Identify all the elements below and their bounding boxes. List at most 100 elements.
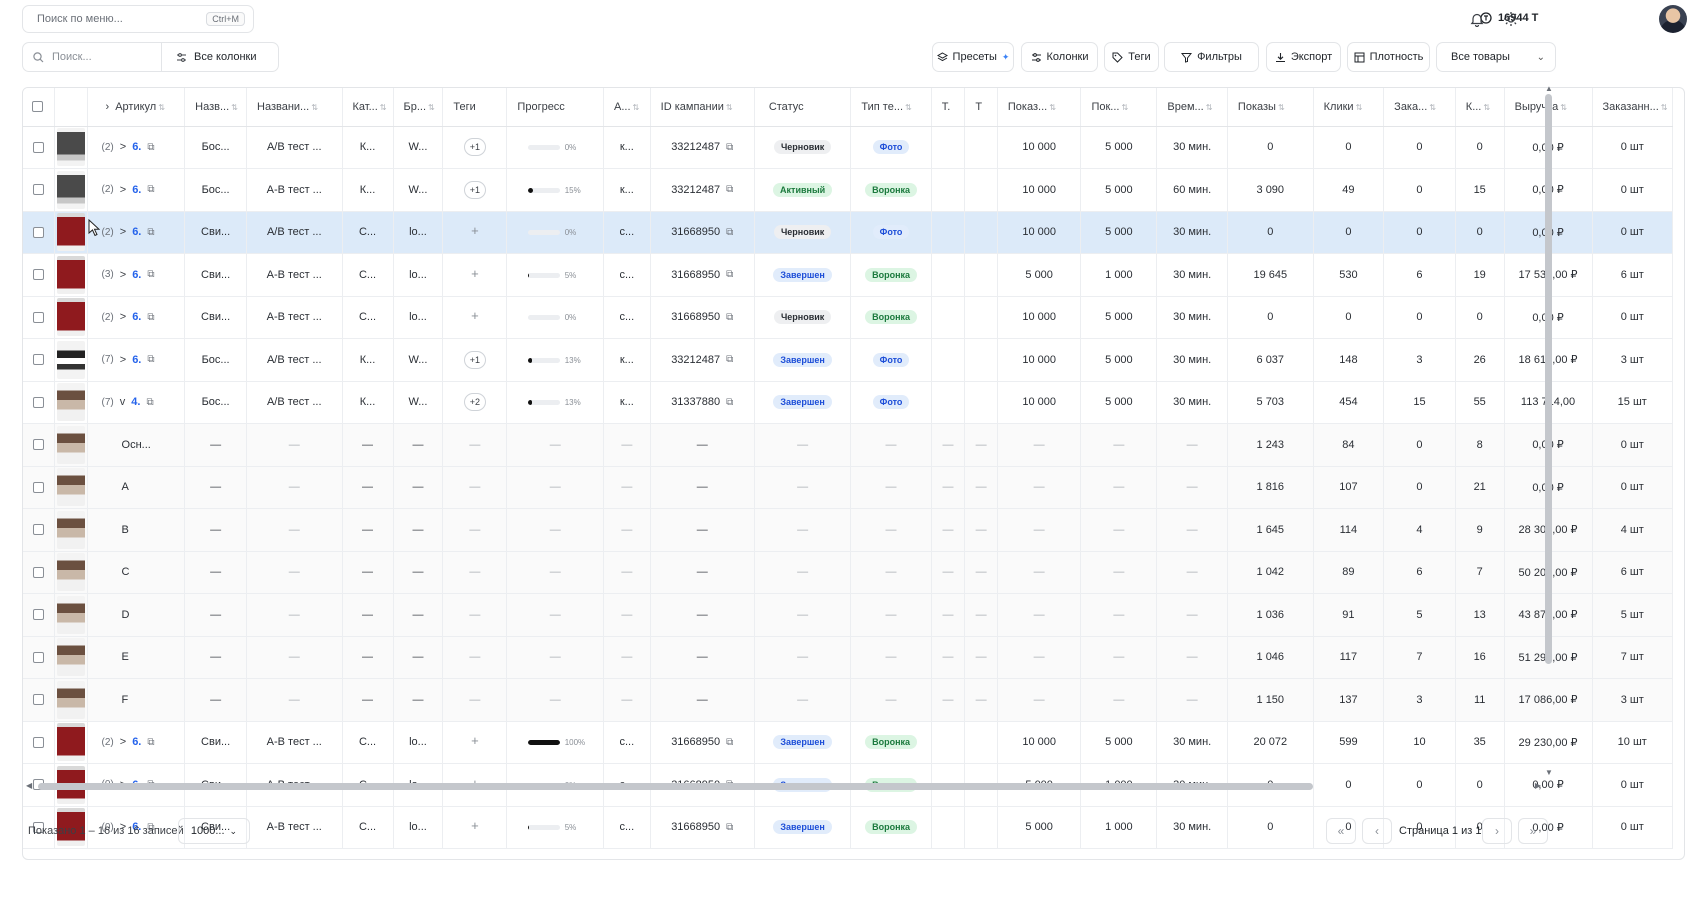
table-row[interactable]: (0) >6. ⧉ Сви... A-B тест ... С... lo... +5% с..… [23, 806, 1673, 849]
header-col-16[interactable]: Показы ⇅ [1227, 88, 1314, 127]
thumbnail-cell[interactable] [54, 508, 88, 552]
thumbnail-cell[interactable] [54, 338, 88, 382]
sort-icon[interactable]: ⇅ [905, 102, 912, 112]
copy-icon[interactable]: ⧉ [726, 311, 734, 323]
row-checkbox[interactable] [32, 609, 44, 621]
sort-icon[interactable]: ⇅ [1277, 102, 1285, 112]
thumbnail-cell[interactable] [54, 678, 88, 722]
product-thumbnail[interactable] [56, 638, 85, 677]
thumbnail-cell[interactable] [54, 636, 88, 679]
thumbnail-cell[interactable] [54, 806, 88, 849]
header-article[interactable]: › Артикул ⇅ [87, 88, 186, 127]
scroll-left-icon[interactable]: ◀ [26, 781, 33, 790]
copy-icon[interactable]: ⧉ [147, 184, 155, 196]
copy-icon[interactable]: ⧉ [147, 226, 155, 238]
product-thumbnail[interactable] [56, 510, 85, 549]
row-checkbox-cell[interactable] [23, 508, 55, 552]
table-row[interactable]: (2) >6. ⧉ Сви... A/B тест ... С... lo... +0% с..… [23, 211, 1673, 254]
all-columns-select[interactable]: Все колонки [161, 42, 279, 72]
row-checkbox-cell[interactable] [23, 381, 55, 424]
row-checkbox-cell[interactable] [23, 593, 55, 637]
sort-icon[interactable]: ⇅ [1355, 102, 1363, 112]
tags-cell[interactable]: + [442, 211, 508, 254]
thumbnail-cell[interactable] [54, 381, 88, 424]
article-link[interactable]: 6. [132, 311, 142, 324]
sort-icon[interactable]: ⇅ [231, 102, 238, 112]
expand-chevron-icon[interactable]: v [119, 396, 126, 409]
copy-icon[interactable]: ⧉ [726, 354, 734, 366]
tags-cell[interactable]: + [442, 721, 508, 764]
copy-icon[interactable]: ⧉ [726, 269, 734, 281]
chevron-right-icon[interactable]: › [105, 100, 110, 113]
article-cell[interactable]: (7) v 4. ⧉ [87, 381, 186, 424]
product-thumbnail[interactable] [56, 128, 85, 167]
thumbnail-cell[interactable] [54, 551, 88, 594]
header-col-5[interactable]: Теги [442, 88, 508, 127]
header-col-17[interactable]: Клики ⇅ [1313, 88, 1385, 127]
sort-icon[interactable]: ⇅ [379, 102, 387, 112]
thumbnail-cell[interactable] [54, 253, 88, 297]
tag-pill[interactable]: + [471, 308, 479, 324]
products-select[interactable]: Все товары ⌄ [1436, 42, 1556, 72]
sort-icon[interactable]: ⇅ [428, 102, 435, 112]
tag-pill[interactable]: + [471, 223, 479, 239]
article-link[interactable]: 4. [131, 396, 141, 409]
table-row-variant[interactable]: A — — — — — — — — — — — — — — —1 816 107 0 21 0,00 ₽0 шт [23, 466, 1673, 509]
sun-icon[interactable] [1501, 9, 1521, 29]
article-cell[interactable]: (3) >6. ⧉ [87, 253, 186, 297]
header-col-8[interactable]: ID кампании ⇅ [650, 88, 755, 127]
tags-cell[interactable]: +2 [442, 381, 508, 424]
select-all-checkbox[interactable] [32, 101, 43, 113]
header-col-3[interactable]: Кат... ⇅ [342, 88, 394, 127]
tags-cell[interactable]: +1 [442, 168, 508, 212]
header-col-10[interactable]: Тип те... ⇅ [850, 88, 932, 127]
tag-pill[interactable]: + [471, 733, 479, 749]
row-checkbox[interactable] [32, 524, 44, 536]
product-thumbnail[interactable] [56, 468, 85, 507]
header-col-12[interactable]: Т [964, 88, 998, 127]
table-row[interactable]: (2) >6. ⧉ Бос... A/B тест ... К... W... +1 0% к..… [23, 126, 1673, 169]
density-button[interactable]: Плотность [1347, 42, 1430, 72]
product-thumbnail[interactable] [56, 170, 85, 209]
header-col-19[interactable]: К... ⇅ [1455, 88, 1505, 127]
table-row[interactable]: (2) >6. ⧉ Сви... A-B тест ... С... lo... +0% с..… [23, 296, 1673, 339]
row-checkbox[interactable] [32, 439, 44, 451]
row-checkbox-cell[interactable] [23, 721, 55, 764]
sort-icon[interactable]: ⇅ [311, 102, 318, 112]
header-col-15[interactable]: Врем... ⇅ [1156, 88, 1228, 127]
scroll-down-icon[interactable]: ▼ [1545, 768, 1553, 777]
header-col-2[interactable]: Названи... ⇅ [246, 88, 343, 127]
thumbnail-cell[interactable] [54, 211, 88, 254]
tags-cell[interactable]: + [442, 253, 508, 297]
tag-pill[interactable]: +1 [463, 180, 486, 199]
copy-icon[interactable]: ⧉ [147, 269, 155, 281]
article-link[interactable]: 6. [132, 268, 142, 281]
tags-cell[interactable]: +1 [442, 338, 508, 382]
tags-cell[interactable]: +1 [442, 126, 508, 169]
expand-chevron-icon[interactable]: > [119, 821, 127, 834]
header-col-11[interactable]: Т. [931, 88, 966, 127]
article-link[interactable]: 6. [132, 821, 142, 834]
row-checkbox[interactable] [32, 226, 44, 238]
tag-pill[interactable]: + [471, 818, 479, 834]
product-thumbnail[interactable] [56, 298, 85, 337]
presets-button[interactable]: Пресеты ✦ [932, 42, 1014, 72]
thumbnail-cell[interactable] [54, 593, 88, 637]
table-row-variant[interactable]: Осн... — — — — — — — — — — — — — — —1 243 84 0 8 0,00 ₽0 шт [23, 423, 1673, 467]
header-col-14[interactable]: Пок... ⇅ [1080, 88, 1158, 127]
tag-pill[interactable]: +2 [463, 393, 486, 412]
sort-icon[interactable]: ⇅ [632, 102, 640, 112]
expand-chevron-icon[interactable]: > [119, 353, 127, 366]
sort-icon[interactable]: ⇅ [1660, 102, 1668, 112]
filters-button[interactable]: Фильтры [1164, 42, 1259, 72]
expand-chevron-icon[interactable]: > [119, 311, 127, 324]
product-thumbnail[interactable] [56, 255, 85, 294]
product-thumbnail[interactable] [56, 680, 85, 719]
thumbnail-cell[interactable] [54, 296, 88, 339]
row-checkbox[interactable] [32, 694, 44, 706]
sort-icon[interactable]: ⇅ [1429, 102, 1436, 112]
copy-icon[interactable]: ⧉ [726, 396, 734, 408]
expand-chevron-icon[interactable]: > [119, 183, 127, 196]
